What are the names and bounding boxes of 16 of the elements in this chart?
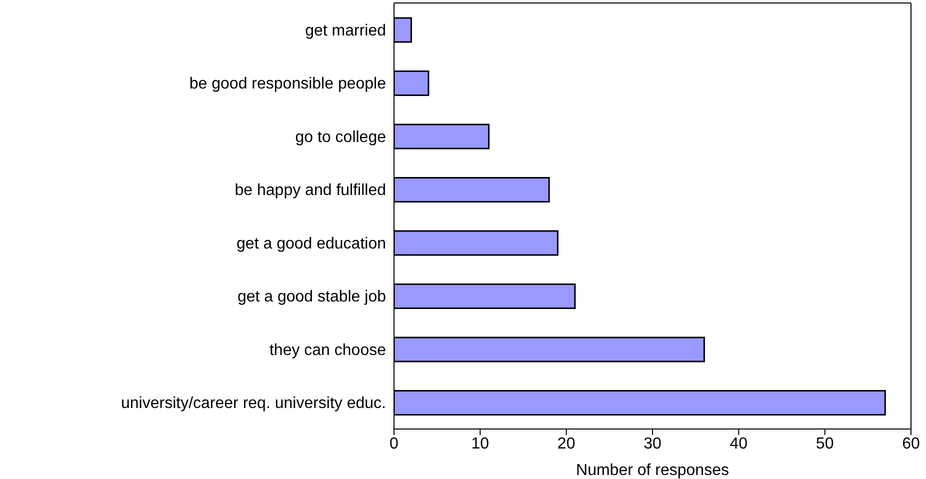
y-tick-label: be good responsible people (189, 76, 386, 93)
y-tick-label: university/career req. university educ. (121, 395, 386, 412)
y-tick-label: get a good stable job (237, 288, 386, 306)
y-tick-label: get a good education (236, 235, 386, 252)
x-tick-label: 60 (902, 435, 920, 452)
y-tick-label: go to college (295, 128, 386, 146)
x-axis-title: Number of responses (576, 462, 729, 479)
y-tick-label: be happy and fulfilled (234, 182, 386, 200)
x-tick-label: 40 (730, 435, 748, 452)
y-tick-label: get married (305, 22, 386, 40)
y-tick-label: they can choose (269, 342, 386, 359)
x-tick-label: 30 (644, 435, 662, 452)
x-tick-label: 10 (471, 435, 490, 452)
x-tick-label: 50 (816, 435, 834, 452)
x-tick-label: 0 (390, 435, 399, 452)
x-tick-label: 20 (557, 435, 576, 452)
